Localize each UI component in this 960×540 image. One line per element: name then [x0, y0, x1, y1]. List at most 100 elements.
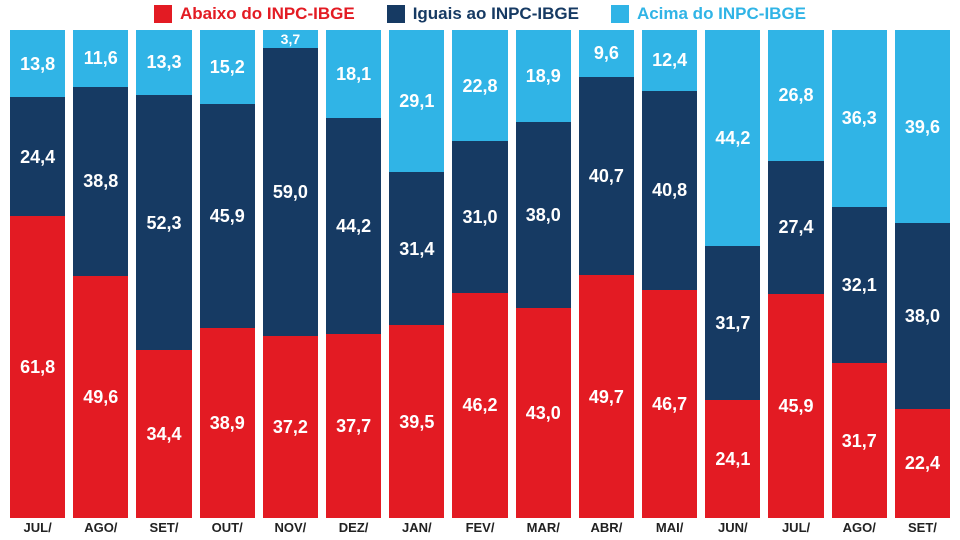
- bar: 22,8 31,0 46,2: [452, 30, 507, 518]
- bar-segment-label: 45,9: [210, 207, 245, 225]
- bar-segment-iguais: 59,0: [263, 48, 318, 336]
- x-axis-label: AGO/: [832, 520, 887, 535]
- bar: 13,8 24,4 61,8: [10, 30, 65, 518]
- x-axis-label: ABR/: [579, 520, 634, 535]
- x-axis-label: MAR/: [516, 520, 571, 535]
- bar-segment-abaixo: 46,7: [642, 290, 697, 518]
- bar: 9,640,749,7: [579, 30, 634, 518]
- bar-segment-label: 24,1: [715, 450, 750, 468]
- bar-segment-label: 15,2: [210, 58, 245, 76]
- bar-segment-abaixo: 49,7: [579, 275, 634, 518]
- bar-segment-acima: 22,8: [452, 30, 507, 141]
- bar-segment-label: 13,3: [146, 53, 181, 71]
- bar: 29,1 31,4 39,5: [389, 30, 444, 518]
- bar-segment-acima: 36,3: [832, 30, 887, 207]
- legend-swatch-abaixo: [154, 5, 172, 23]
- bar-segment-acima: 18,9: [516, 30, 571, 122]
- bar-segment-label: 18,1: [336, 65, 371, 83]
- legend-item-acima: Acima do INPC-IBGE: [611, 4, 806, 24]
- bar-segment-acima: 11,6: [73, 30, 128, 87]
- bar-segment-abaixo: 22,4: [895, 409, 950, 518]
- bar-segment-label: 49,6: [83, 388, 118, 406]
- chart-area: 13,8 24,4 61,8 11,638,849,6 13,3 52,3 34,4 15,2…: [10, 30, 950, 518]
- bar: 13,3 52,3 34,4: [136, 30, 191, 518]
- bar: 15,2 45,9 38,9: [200, 30, 255, 518]
- x-axis-label: JUL/: [10, 520, 65, 535]
- bar-segment-acima: 12,4: [642, 30, 697, 91]
- bar-segment-acima: 13,3: [136, 30, 191, 95]
- legend-label-acima: Acima do INPC-IBGE: [637, 4, 806, 24]
- bar-segment-acima: 15,2: [200, 30, 255, 104]
- bar-segment-label: 22,4: [905, 454, 940, 472]
- legend-item-iguais: Iguais ao INPC-IBGE: [387, 4, 579, 24]
- bar-segment-label: 40,7: [589, 167, 624, 185]
- bar-segment-abaixo: 39,5: [389, 325, 444, 518]
- bar: 26,8 27,4 45,9: [768, 30, 823, 518]
- bar: 3,759,037,2: [263, 30, 318, 518]
- x-axis: JUL/AGO/SET/OUT/NOV/DEZ/JAN/FEV/MAR/ABR/…: [10, 520, 950, 535]
- bar-segment-acima: 13,8: [10, 30, 65, 97]
- bar: 12,4 40,8 46,7: [642, 30, 697, 518]
- bar-segment-abaixo: 61,8: [10, 216, 65, 518]
- bar-segment-label: 31,0: [463, 208, 498, 226]
- bar-segment-abaixo: 37,2: [263, 336, 318, 518]
- bar-segment-iguais: 31,0: [452, 141, 507, 292]
- x-axis-label: SET/: [136, 520, 191, 535]
- x-axis-label: AGO/: [73, 520, 128, 535]
- bar-segment-abaixo: 45,9: [768, 294, 823, 518]
- bar-segment-label: 44,2: [336, 217, 371, 235]
- bar-segment-label: 44,2: [715, 129, 750, 147]
- bar: 11,638,849,6: [73, 30, 128, 518]
- bar-segment-label: 18,9: [526, 67, 561, 85]
- bar-segment-label: 43,0: [526, 404, 561, 422]
- bar-segment-label: 39,5: [399, 413, 434, 431]
- bar: 18,1 44,2 37,7: [326, 30, 381, 518]
- x-axis-label: SET/: [895, 520, 950, 535]
- bar-segment-label: 61,8: [20, 358, 55, 376]
- bar-segment-iguais: 32,1: [832, 207, 887, 363]
- bar-segment-label: 27,4: [779, 218, 814, 236]
- x-axis-label: JUN/: [705, 520, 760, 535]
- bar-segment-iguais: 45,9: [200, 104, 255, 328]
- bar-segment-label: 52,3: [146, 214, 181, 232]
- bar-segment-label: 39,6: [905, 118, 940, 136]
- bar-segment-acima: 44,2: [705, 30, 760, 246]
- bar-segment-abaixo: 38,9: [200, 328, 255, 518]
- bar-segment-iguais: 38,0: [895, 223, 950, 408]
- bar-segment-iguais: 52,3: [136, 95, 191, 350]
- x-axis-label: JUL/: [768, 520, 823, 535]
- bar-segment-iguais: 27,4: [768, 161, 823, 295]
- bar: 39,6 38,0 22,4: [895, 30, 950, 518]
- x-axis-label: OUT/: [200, 520, 255, 535]
- bar-segment-label: 46,2: [463, 396, 498, 414]
- bar-segment-abaixo: 37,7: [326, 334, 381, 518]
- bar-segment-abaixo: 31,7: [832, 363, 887, 518]
- bar-segment-label: 13,8: [20, 55, 55, 73]
- bar-segment-label: 59,0: [273, 183, 308, 201]
- legend: Abaixo do INPC-IBGE Iguais ao INPC-IBGE …: [0, 0, 960, 30]
- x-axis-label: DEZ/: [326, 520, 381, 535]
- bar-segment-label: 36,3: [842, 109, 877, 127]
- bar-segment-label: 34,4: [146, 425, 181, 443]
- bar-segment-label: 38,0: [526, 206, 561, 224]
- bar-segment-iguais: 44,2: [326, 118, 381, 334]
- bar-segment-iguais: 24,4: [10, 97, 65, 216]
- bar-segment-abaixo: 49,6: [73, 276, 128, 518]
- bar-segment-acima: 29,1: [389, 30, 444, 172]
- x-axis-label: MAI/: [642, 520, 697, 535]
- bar-segment-label: 22,8: [463, 77, 498, 95]
- bar-segment-abaixo: 24,1: [705, 400, 760, 518]
- bar: 18,9 38,0 43,0: [516, 30, 571, 518]
- bar: 44,2 31,7 24,1: [705, 30, 760, 518]
- legend-label-iguais: Iguais ao INPC-IBGE: [413, 4, 579, 24]
- bar-segment-iguais: 31,7: [705, 246, 760, 401]
- bar-segment-iguais: 40,7: [579, 77, 634, 276]
- bar-segment-acima: 26,8: [768, 30, 823, 161]
- bar-segment-abaixo: 46,2: [452, 293, 507, 518]
- bar-segment-label: 37,2: [273, 418, 308, 436]
- bar-segment-label: 31,4: [399, 240, 434, 258]
- bar-segment-label: 26,8: [779, 86, 814, 104]
- legend-item-abaixo: Abaixo do INPC-IBGE: [154, 4, 355, 24]
- bar-segment-label: 40,8: [652, 181, 687, 199]
- bar-segment-label: 29,1: [399, 92, 434, 110]
